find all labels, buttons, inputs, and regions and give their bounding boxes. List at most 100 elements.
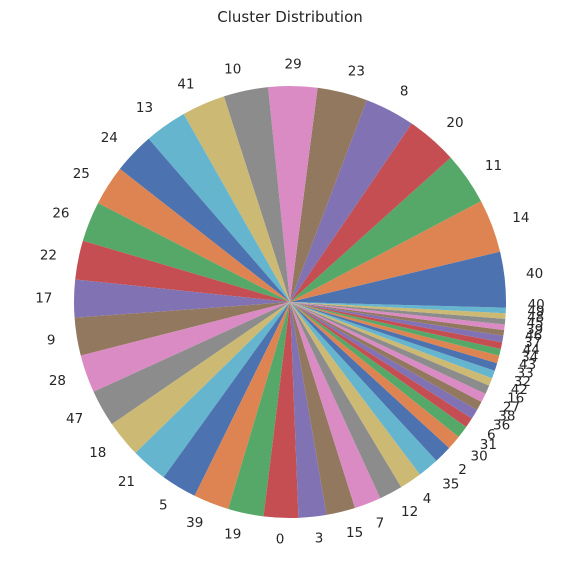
pie-label-34: 34 — [521, 349, 538, 365]
pie-label-36: 36 — [493, 417, 510, 433]
pie-slice-29 — [268, 85, 318, 302]
pie-slice-30 — [290, 302, 459, 449]
pie-label-3: 3 — [315, 530, 324, 546]
pie-label-9: 9 — [47, 332, 56, 348]
pie-slice-4 — [290, 302, 420, 488]
pie-label-35: 35 — [442, 477, 459, 493]
pie-label-43: 43 — [519, 357, 536, 373]
pie-label-26: 26 — [52, 206, 69, 222]
pie-label-37: 37 — [524, 335, 541, 351]
pie-slice-2 — [290, 302, 450, 461]
pie-label-44: 44 — [523, 342, 540, 358]
pie-slice-40 — [290, 302, 506, 308]
pie-label-24: 24 — [101, 130, 118, 146]
pie-label-7: 7 — [376, 516, 385, 532]
pie-slice-38 — [290, 302, 482, 410]
pie-label-39: 39 — [526, 322, 543, 338]
pie-slice-5 — [163, 302, 290, 496]
pie-slice-25 — [97, 168, 290, 302]
pie-label-48: 48 — [527, 310, 544, 326]
pie-label-19: 19 — [224, 527, 241, 543]
pie-label-29: 29 — [285, 56, 302, 72]
pie-slice-39 — [290, 302, 505, 331]
pie-label-4: 4 — [423, 491, 432, 507]
pie-slice-34 — [290, 302, 501, 356]
pie-label-27: 27 — [503, 400, 520, 416]
pie-label-18: 18 — [89, 445, 106, 461]
pie-label-40: 40 — [528, 297, 545, 313]
pie-slice-31 — [290, 302, 467, 437]
pie-slice-36 — [290, 302, 478, 419]
pie-slice-8 — [290, 100, 412, 303]
pie-slice-33 — [290, 302, 498, 371]
pie-label-42: 42 — [511, 382, 528, 398]
pie-slice-39 — [194, 302, 290, 509]
pie-slice-22 — [75, 240, 290, 302]
pie-label-33: 33 — [517, 366, 534, 382]
pie-slice-21 — [135, 302, 290, 478]
pie-label-25: 25 — [73, 166, 90, 182]
pie-label-46: 46 — [525, 328, 542, 344]
pie-label-16: 16 — [507, 391, 524, 407]
pie-slice-37 — [290, 302, 504, 343]
pie-slice-24 — [119, 138, 291, 302]
pie-label-40: 40 — [526, 266, 543, 282]
pie-slice-18 — [111, 302, 290, 453]
pie-slice-26 — [82, 203, 290, 302]
pie-slice-11 — [290, 157, 481, 302]
pie-label-39: 39 — [186, 515, 203, 531]
pie-slice-17 — [74, 279, 290, 318]
pie-label-6: 6 — [487, 427, 496, 443]
pie-slices — [74, 85, 506, 518]
pie-slice-3 — [290, 302, 327, 518]
pie-slice-28 — [80, 302, 290, 392]
pie-slice-19 — [228, 302, 290, 517]
pie-slice-15 — [290, 302, 356, 515]
pie-label-32: 32 — [514, 374, 531, 390]
pie-slice-6 — [290, 302, 472, 427]
pie-slice-20 — [290, 123, 451, 302]
pie-slice-7 — [290, 302, 381, 508]
pie-slice-23 — [290, 87, 367, 302]
pie-slice-12 — [290, 302, 402, 499]
pie-label-47: 47 — [66, 411, 83, 427]
pie-label-23: 23 — [348, 64, 365, 80]
pie-label-12: 12 — [401, 504, 418, 520]
pie-slice-40 — [290, 251, 506, 302]
pie-label-14: 14 — [512, 210, 529, 226]
pie-slice-10 — [223, 87, 290, 303]
pie-slice-16 — [290, 302, 490, 394]
pie-labels: 4014112082329104113242526221792847182153… — [35, 56, 545, 547]
pie-slice-43 — [290, 302, 500, 364]
pie-label-17: 17 — [35, 290, 52, 306]
pie-label-38: 38 — [498, 408, 515, 424]
pie-label-0: 0 — [276, 531, 285, 547]
pie-label-22: 22 — [40, 248, 57, 264]
pie-label-2: 2 — [458, 462, 467, 478]
pie-label-5: 5 — [159, 498, 168, 514]
pie-slice-27 — [290, 302, 486, 402]
pie-slice-35 — [290, 302, 437, 475]
pie-label-30: 30 — [471, 449, 488, 465]
pie-label-20: 20 — [446, 115, 463, 131]
pie-slice-42 — [290, 302, 493, 386]
pie-slice-14 — [290, 201, 501, 302]
pie-slice-32 — [290, 302, 495, 379]
pie-slice-0 — [263, 302, 299, 518]
pie-label-21: 21 — [118, 474, 135, 490]
pie-slice-48 — [290, 302, 506, 319]
pie-label-49: 49 — [527, 303, 544, 319]
pie-label-8: 8 — [400, 83, 409, 99]
pie-label-10: 10 — [224, 61, 241, 77]
pie-label-31: 31 — [480, 437, 497, 453]
pie-slice-49 — [290, 302, 506, 314]
pie-label-45: 45 — [527, 316, 544, 332]
pie-slice-13 — [148, 114, 290, 302]
pie-label-13: 13 — [136, 100, 153, 116]
pie-label-41: 41 — [177, 76, 194, 92]
pie-slice-45 — [290, 302, 506, 325]
pie-slice-41 — [183, 96, 290, 302]
pie-slice-46 — [290, 302, 505, 336]
pie-slice-9 — [74, 302, 290, 356]
